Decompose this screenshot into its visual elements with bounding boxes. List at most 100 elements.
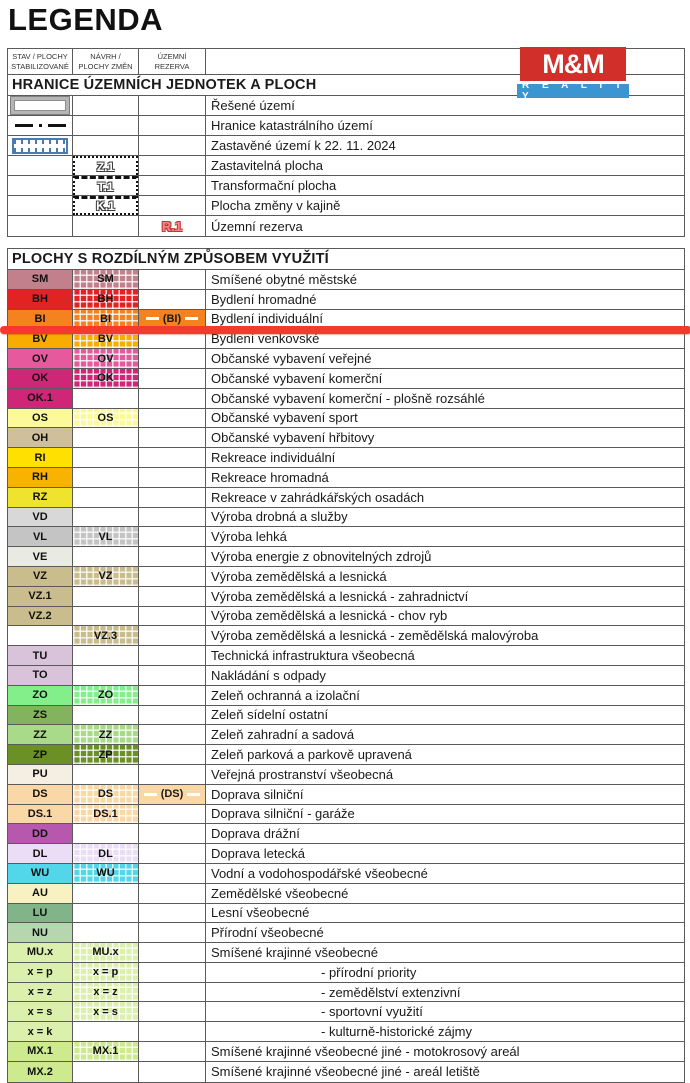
legend-row-RZ: RZ Rekreace v zahrádkářských osadách	[8, 487, 684, 508]
stav-symbol-cell	[8, 96, 73, 115]
rezerva-swatch-cell	[139, 368, 206, 388]
navrh-swatch-cell: OV	[73, 349, 139, 368]
mm-logo-reality-bar: R E A L I T Y	[517, 80, 629, 102]
stav-color-swatch: MX.1	[8, 1042, 72, 1061]
rezerva-swatch-cell	[139, 943, 206, 962]
legend-description: Smíšené obytné městské	[211, 271, 357, 287]
stav-color-swatch: OS	[8, 408, 72, 428]
rezerva-symbol-cell: R.1	[139, 216, 206, 236]
legend-description: Výroba zemědělská a lesnická - zahradnic…	[211, 588, 469, 604]
rezerva-swatch-cell	[139, 1002, 206, 1022]
rezerva-code-label: (DS)	[160, 788, 184, 801]
stav-code-label: x = k	[27, 1025, 53, 1038]
legend-row-VL: VL VL Výroba lehká	[8, 527, 684, 548]
legend-row-RI: RI Rekreace individuální	[8, 448, 684, 468]
legend-row-resene-uzemi: Řešené území	[8, 96, 684, 116]
navrh-code-label: MU.x	[92, 946, 119, 959]
stav-swatch-cell: NU	[8, 923, 73, 943]
resene-uzemi-swatch	[11, 97, 69, 114]
navrh-swatch-cell: BV	[73, 329, 139, 349]
legend-row-VZ.1: VZ.1 Výroba zemědělská a lesnická - zahra…	[8, 586, 684, 607]
rezerva-symbol-cell	[139, 176, 206, 195]
navrh-symbol-cell: Z.1	[73, 156, 139, 175]
stav-color-swatch: DD	[8, 824, 72, 844]
rezerva-swatch-cell	[139, 408, 206, 428]
navrh-code-label: WU	[96, 867, 115, 880]
plocha-code-label: T.1	[97, 180, 114, 194]
rezerva-swatch-cell	[139, 428, 206, 448]
stav-color-swatch: MU.x	[8, 943, 72, 962]
rezerva-swatch-cell	[139, 1042, 206, 1061]
stav-code-label: RH	[32, 471, 48, 484]
rezerva-swatch-cell: (BI)	[139, 309, 206, 329]
plocha-code-label: Z.1	[96, 159, 115, 174]
stav-swatch-cell: SM	[8, 270, 73, 289]
stav-code-label: VL	[32, 530, 48, 543]
rezerva-swatch-cell	[139, 467, 206, 487]
navrh-checkered-swatch: SM	[73, 270, 138, 289]
transformacni-plocha-swatch: T.1	[73, 176, 138, 195]
section2-rows: SM SM Smíšené obytné městské BH BH Bydlení hr…	[8, 270, 684, 1082]
navrh-checkered-swatch: BH	[73, 289, 138, 309]
navrh-code-label: OS	[97, 411, 114, 424]
stav-code-label: ZZ	[33, 728, 47, 741]
stav-code-label: DS	[32, 788, 48, 801]
navrh-checkered-swatch: VZ	[73, 566, 138, 586]
stav-swatch-cell: x = p	[8, 962, 73, 982]
legend-description: Bydlení hromadné	[211, 291, 317, 307]
rezerva-swatch-cell	[139, 804, 206, 824]
legend-row-TO: TO Nakládání s odpady	[8, 665, 684, 686]
navrh-checkered-swatch: OK	[73, 368, 138, 388]
stav-swatch-cell: RZ	[8, 487, 73, 507]
stav-swatch-cell: BH	[8, 289, 73, 309]
stav-code-label: WU	[30, 867, 50, 880]
legend-row-VZ: VZ VZ Výroba zemědělská a lesnická	[8, 566, 684, 587]
navrh-swatch-cell: ZO	[73, 685, 139, 705]
stav-color-swatch: BH	[8, 289, 72, 309]
stav-swatch-cell: VL	[8, 527, 73, 547]
stav-swatch-cell: AU	[8, 883, 73, 903]
stav-code-label: x = p	[27, 966, 53, 979]
navrh-checkered-swatch: DS.1	[73, 804, 138, 824]
navrh-swatch-cell	[73, 467, 139, 487]
rezerva-swatch-cell	[139, 448, 206, 467]
legend-row-transformacni-plocha: T.1 Transformační plocha	[8, 176, 684, 196]
legend-row-x=z: x = z x = z - zemědělství extenzivní	[8, 982, 684, 1003]
stav-swatch-cell: ZP	[8, 745, 73, 764]
navrh-swatch-cell: MU.x	[73, 943, 139, 962]
legend-row-OK: OK OK Občanské vybavení komerční	[8, 368, 684, 389]
rezerva-swatch-cell: (DS)	[139, 784, 206, 804]
rezerva-swatch-cell	[139, 289, 206, 309]
navrh-swatch-cell	[73, 547, 139, 566]
rezerva-symbol-cell	[139, 96, 206, 115]
legend-row-PU: PU Veřejná prostranství všeobecná	[8, 764, 684, 785]
stav-code-label: x = s	[27, 1005, 53, 1018]
red-highlight-annotation	[0, 326, 690, 334]
rezerva-swatch-cell	[139, 863, 206, 883]
stav-color-swatch: DL	[8, 844, 72, 863]
stav-code-label: VZ.1	[28, 590, 52, 603]
rezerva-swatch-cell	[139, 923, 206, 943]
navrh-code-label: BI	[100, 312, 111, 325]
land-use-legend-table: PLOCHY S ROZDÍLNÝM ZPŮSOBEM VYUŽITÍ SM SM…	[7, 248, 685, 1083]
stav-swatch-cell: BI	[8, 309, 73, 329]
navrh-swatch-cell: VZ	[73, 566, 139, 586]
navrh-code-label: DL	[98, 847, 113, 860]
stav-code-label: BV	[32, 332, 48, 345]
rezerva-swatch-cell	[139, 982, 206, 1002]
navrh-checkered-swatch: VL	[73, 527, 138, 547]
legend-description: Výroba energie z obnovitelných zdrojů	[211, 549, 432, 565]
legend-row-plocha-zmeny-v-krajine: K.1 Plocha změny v kajině	[8, 196, 684, 216]
legend-description: Smíšené krajinné všeobecné jiné - areál …	[211, 1064, 480, 1080]
stav-code-label: RZ	[32, 491, 48, 504]
legend-row-OK.1: OK.1 Občanské vybavení komerční - plošně …	[8, 388, 684, 409]
legend-description: Rekreace v zahrádkářských osadách	[211, 489, 425, 505]
navrh-swatch-cell: x = s	[73, 1002, 139, 1022]
stav-code-label: TU	[32, 649, 48, 662]
legend-row-zastavitelna-plocha: Z.1 Zastavitelná plocha	[8, 156, 684, 176]
legend-row-MX.1: MX.1 MX.1 Smíšené krajinné všeobecné jiné …	[8, 1042, 684, 1062]
navrh-code-label: VL	[98, 530, 113, 543]
legend-description: Výroba zemědělská a lesnická	[211, 568, 387, 584]
navrh-swatch-cell: x = z	[73, 982, 139, 1002]
stav-swatch-cell: OS	[8, 408, 73, 428]
